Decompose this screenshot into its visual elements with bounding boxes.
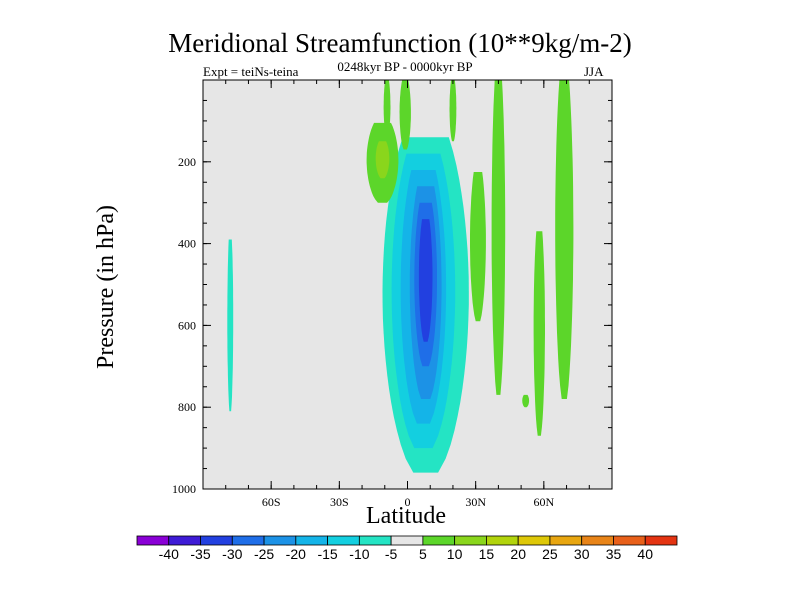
contour-positive-upper-bar2 [399, 80, 411, 150]
colorbar-label: 35 [606, 546, 622, 562]
colorbar-swatch [295, 535, 328, 546]
y-tick-label: 400 [178, 237, 196, 251]
x-tick-label: 60N [533, 495, 554, 509]
colorbar-label: 40 [637, 546, 653, 562]
contour-positive-tropical-core [375, 141, 390, 179]
contour-cell-south-strip [227, 239, 234, 412]
colorbar-label: -15 [317, 546, 337, 562]
contour-positive-58n-column [533, 231, 545, 436]
x-tick-label: 0 [405, 495, 411, 509]
colorbar-label: 25 [542, 546, 558, 562]
colorbar-label: -30 [222, 546, 242, 562]
colorbar-swatch [517, 535, 551, 546]
contour-positive-30n-column [470, 172, 486, 322]
x-tick-label: 30S [330, 495, 349, 509]
colorbar-swatch [231, 535, 265, 546]
colorbar-swatch [358, 535, 392, 546]
colorbar-label: -20 [286, 546, 306, 562]
season-label: JJA [584, 64, 604, 79]
time-range-label: 0248kyr BP - 0000kyr BP [337, 59, 473, 74]
colorbar-label: 15 [479, 546, 495, 562]
contour-positive-upper-bar3 [449, 80, 457, 142]
y-tick-label: 600 [178, 318, 196, 332]
y-axis-label: Pressure (in hPa) [93, 205, 119, 369]
contour-positive-upper-bar1 [383, 80, 391, 138]
colorbar-swatch [644, 535, 678, 546]
chart-title: Meridional Streamfunction (10**9kg/m-2) [168, 28, 632, 58]
colorbar-swatch [454, 535, 487, 546]
colorbar-swatch [327, 535, 360, 546]
colorbar-swatch [263, 535, 297, 546]
x-axis-label: Latitude [366, 503, 446, 529]
y-tick-label: 800 [178, 400, 196, 414]
colorbar-label: 20 [510, 546, 526, 562]
colorbar-label: 5 [419, 546, 427, 562]
contour-positive-40n-column [491, 80, 506, 395]
colorbar-label: 10 [447, 546, 463, 562]
colorbar-swatch [136, 535, 170, 546]
y-tick-label: 1000 [172, 482, 196, 496]
colorbar-label: -5 [385, 546, 398, 562]
contour-positive-52n-blip [522, 394, 530, 408]
x-tick-label: 30N [465, 495, 486, 509]
colorbar-label: -40 [159, 546, 179, 562]
colorbar-swatch [422, 535, 456, 546]
colorbar-label: 30 [574, 546, 590, 562]
colorbar-swatch [613, 535, 646, 546]
colorbar-label: -10 [349, 546, 369, 562]
contour-positive-68n-column [555, 80, 574, 399]
colorbar-swatch [390, 535, 424, 546]
colorbar-swatch [549, 535, 583, 546]
y-tick-label: 200 [178, 155, 196, 169]
colorbar-swatch [168, 535, 201, 546]
colorbar-label: -35 [190, 546, 210, 562]
colorbar-swatch [486, 535, 519, 546]
colorbar-swatch [581, 535, 614, 546]
experiment-label: Expt = teiNs-teina [203, 64, 299, 79]
contour-equatorial-core [418, 219, 433, 342]
colorbar-swatch [200, 535, 233, 546]
colorbar-label: -25 [254, 546, 274, 562]
x-tick-label: 60S [262, 495, 281, 509]
